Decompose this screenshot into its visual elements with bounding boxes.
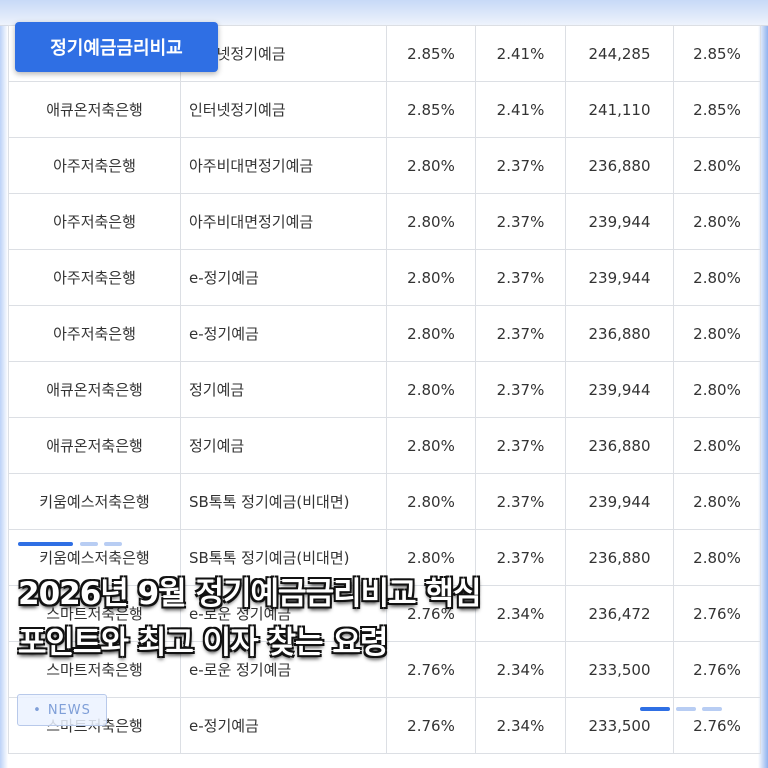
- table-cell: 2.80%: [673, 193, 761, 250]
- table-cell: 2.80%: [673, 249, 761, 306]
- table-cell: 2.41%: [475, 81, 566, 138]
- table-cell: 2.80%: [673, 417, 761, 474]
- table-cell: 애큐온저축은행: [8, 81, 181, 138]
- headline: 2026년 9월 정기예금금리비교 핵심: [18, 576, 481, 612]
- table-cell: 키움예스저축은행: [8, 473, 181, 530]
- table-cell: 2.80%: [386, 473, 476, 530]
- news-tag: • NEWS: [17, 694, 107, 726]
- table-cell: 2.37%: [475, 529, 566, 586]
- table-row: 애큐온저축은행 정기예금 2.80% 2.37% 239,944 2.80%: [8, 361, 761, 418]
- table-cell: e-로운 정기예금: [180, 641, 387, 698]
- category-badge[interactable]: 정기예금금리비교: [15, 22, 218, 72]
- table-cell: 236,880: [565, 137, 674, 194]
- table-cell: 2.37%: [475, 249, 566, 306]
- table-cell: 233,500: [565, 697, 674, 754]
- table-row: 아주저축은행 e-정기예금 2.80% 2.37% 239,944 2.80%: [8, 249, 761, 306]
- progress-bar: [702, 707, 722, 711]
- table-cell: 239,944: [565, 361, 674, 418]
- table-cell: 아주저축은행: [8, 193, 181, 250]
- news-label: NEWS: [47, 702, 91, 718]
- table-cell: 2.37%: [475, 193, 566, 250]
- table-cell: 애큐온저축은행: [8, 417, 181, 474]
- table-cell: 2.37%: [475, 417, 566, 474]
- progress-bar: [640, 707, 670, 711]
- table-cell: e-로운 정기예금: [180, 585, 387, 642]
- table-cell: 2.34%: [475, 697, 566, 754]
- table-cell: 2.34%: [475, 641, 566, 698]
- table-cell: 애큐온저축은행: [8, 361, 181, 418]
- table-row: 스마트저축은행 e-정기예금 2.76% 2.34% 233,500 2.76%: [8, 697, 761, 754]
- table-cell: 2.85%: [386, 25, 476, 82]
- table-cell: 2.76%: [673, 697, 761, 754]
- table-cell: 아주저축은행: [8, 249, 181, 306]
- table-cell: 2.76%: [386, 641, 476, 698]
- table-row: 애큐온저축은행 인터넷정기예금 2.85% 2.41% 241,110 2.85%: [8, 81, 761, 138]
- table-cell: 239,944: [565, 249, 674, 306]
- table-cell: 2.37%: [475, 473, 566, 530]
- dot: •: [33, 702, 42, 718]
- table-cell: 아주비대면정기예금: [180, 193, 387, 250]
- table-cell: 아주저축은행: [8, 305, 181, 362]
- table-cell: 2.37%: [475, 137, 566, 194]
- table-cell: 2.76%: [386, 697, 476, 754]
- table-cell: 233,500: [565, 641, 674, 698]
- table-cell: 2.85%: [673, 81, 761, 138]
- table-cell: 2.80%: [386, 193, 476, 250]
- table-cell: 241,110: [565, 81, 674, 138]
- table-cell: 2.85%: [673, 25, 761, 82]
- table-cell: 2.80%: [386, 249, 476, 306]
- table-cell: 2.34%: [475, 585, 566, 642]
- table-row: 아주저축은행 e-정기예금 2.80% 2.37% 236,880 2.80%: [8, 305, 761, 362]
- table-row: 키움예스저축은행 SB톡톡 정기예금(비대면) 2.80% 2.37% 239,944 2…: [8, 473, 761, 530]
- table-cell: 236,880: [565, 305, 674, 362]
- table-cell: 2.80%: [386, 529, 476, 586]
- table-cell: 정기예금: [180, 417, 387, 474]
- table-cell: 2.41%: [475, 25, 566, 82]
- table-cell: 239,944: [565, 473, 674, 530]
- table-cell: 236,880: [565, 529, 674, 586]
- table-cell: 2.80%: [386, 137, 476, 194]
- table-cell: 2.76%: [673, 641, 761, 698]
- table-cell: 2.80%: [386, 361, 476, 418]
- table-cell: 2.80%: [673, 529, 761, 586]
- table-cell: 2.80%: [673, 361, 761, 418]
- table-cell: 236,880: [565, 417, 674, 474]
- table-row: 아주저축은행 아주비대면정기예금 2.80% 2.37% 236,880 2.80%: [8, 137, 761, 194]
- progress-bar: [18, 542, 73, 546]
- headline: 포인트와 최고 이자 찾는 요령: [18, 625, 388, 661]
- rate-table: 애큐온저축은행인터넷정기예금2.85%2.41%244,2852.85%애큐온저…: [8, 25, 761, 754]
- table-row: 스마트저축은행 e-로운 정기예금 2.76% 2.34% 236,472 2.76%: [8, 585, 761, 642]
- table-row: 애큐온저축은행 정기예금 2.80% 2.37% 236,880 2.80%: [8, 417, 761, 474]
- table-cell: 244,285: [565, 25, 674, 82]
- table-cell: 236,472: [565, 585, 674, 642]
- table-cell: 2.80%: [386, 417, 476, 474]
- table-cell: SB톡톡 정기예금(비대면): [180, 529, 387, 586]
- table-cell: 스마트저축은행: [8, 585, 181, 642]
- table-cell: 239,944: [565, 193, 674, 250]
- table-cell: 인터넷정기예금: [180, 81, 387, 138]
- table-cell: 2.80%: [673, 473, 761, 530]
- table-cell: 2.80%: [673, 305, 761, 362]
- table-cell: 아주저축은행: [8, 137, 181, 194]
- table-cell: e-정기예금: [180, 697, 387, 754]
- table-cell: 2.80%: [673, 137, 761, 194]
- table-cell: e-정기예금: [180, 305, 387, 362]
- progress-bar: [80, 542, 98, 546]
- table-cell: 2.85%: [386, 81, 476, 138]
- table-cell: 2.37%: [475, 361, 566, 418]
- progress-bar: [676, 707, 696, 711]
- table-cell: 아주비대면정기예금: [180, 137, 387, 194]
- progress-bar: [104, 542, 122, 546]
- table-cell: SB톡톡 정기예금(비대면): [180, 473, 387, 530]
- table-cell: 2.80%: [386, 305, 476, 362]
- table-cell: e-정기예금: [180, 249, 387, 306]
- table-row: 스마트저축은행 e-로운 정기예금 2.76% 2.34% 233,500 2.76%: [8, 641, 761, 698]
- table-cell: 2.37%: [475, 305, 566, 362]
- table-cell: 2.76%: [673, 585, 761, 642]
- table-cell: 키움예스저축은행: [8, 529, 181, 586]
- table-row: 아주저축은행 아주비대면정기예금 2.80% 2.37% 239,944 2.80%: [8, 193, 761, 250]
- table-row: 키움예스저축은행 SB톡톡 정기예금(비대면) 2.80% 2.37% 236,880 2…: [8, 529, 761, 586]
- table-cell: 정기예금: [180, 361, 387, 418]
